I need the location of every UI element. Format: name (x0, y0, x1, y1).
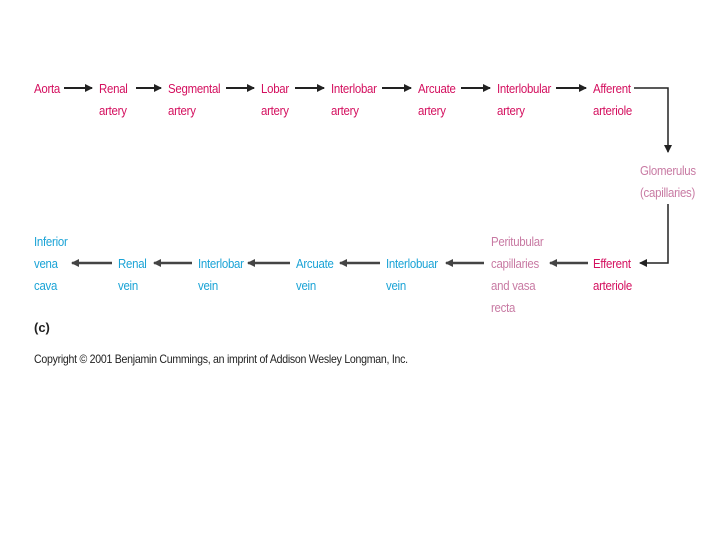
node-interlobular-artery: Interlobular artery (497, 81, 552, 118)
node-renal-artery: Renal artery (99, 81, 128, 118)
node-glomerulus: Glomerulus (capillaries) (640, 163, 696, 200)
node-peritubular-capillaries: Peritubular capillaries and vasa recta (491, 234, 544, 315)
node-interlobar-vein: Interlobar vein (198, 256, 244, 293)
arrow-afferent-glomerulus (634, 87, 672, 153)
node-arcuate-artery: Arcuate artery (418, 81, 456, 118)
node-inferior-vena-cava: Inferior vena cava (34, 234, 68, 293)
node-efferent-arteriole: Efferent arteriole (593, 256, 632, 293)
copyright-notice: Copyright © 2001 Benjamin Cummings, an i… (34, 352, 408, 366)
node-interlobular-vein: Interlobuar vein (386, 256, 438, 293)
node-interlobar-artery: Interlobar artery (331, 81, 377, 118)
node-arcuate-vein: Arcuate vein (296, 256, 334, 293)
panel-label: (c) (34, 320, 50, 335)
node-renal-vein: Renal vein (118, 256, 147, 293)
arrow-glomerulus-efferent (639, 204, 669, 267)
node-afferent-arteriole: Afferent arteriole (593, 81, 632, 118)
node-lobar-artery: Lobar artery (261, 81, 289, 118)
node-segmental-artery: Segmental artery (168, 81, 221, 118)
node-aorta: Aorta (34, 81, 61, 96)
